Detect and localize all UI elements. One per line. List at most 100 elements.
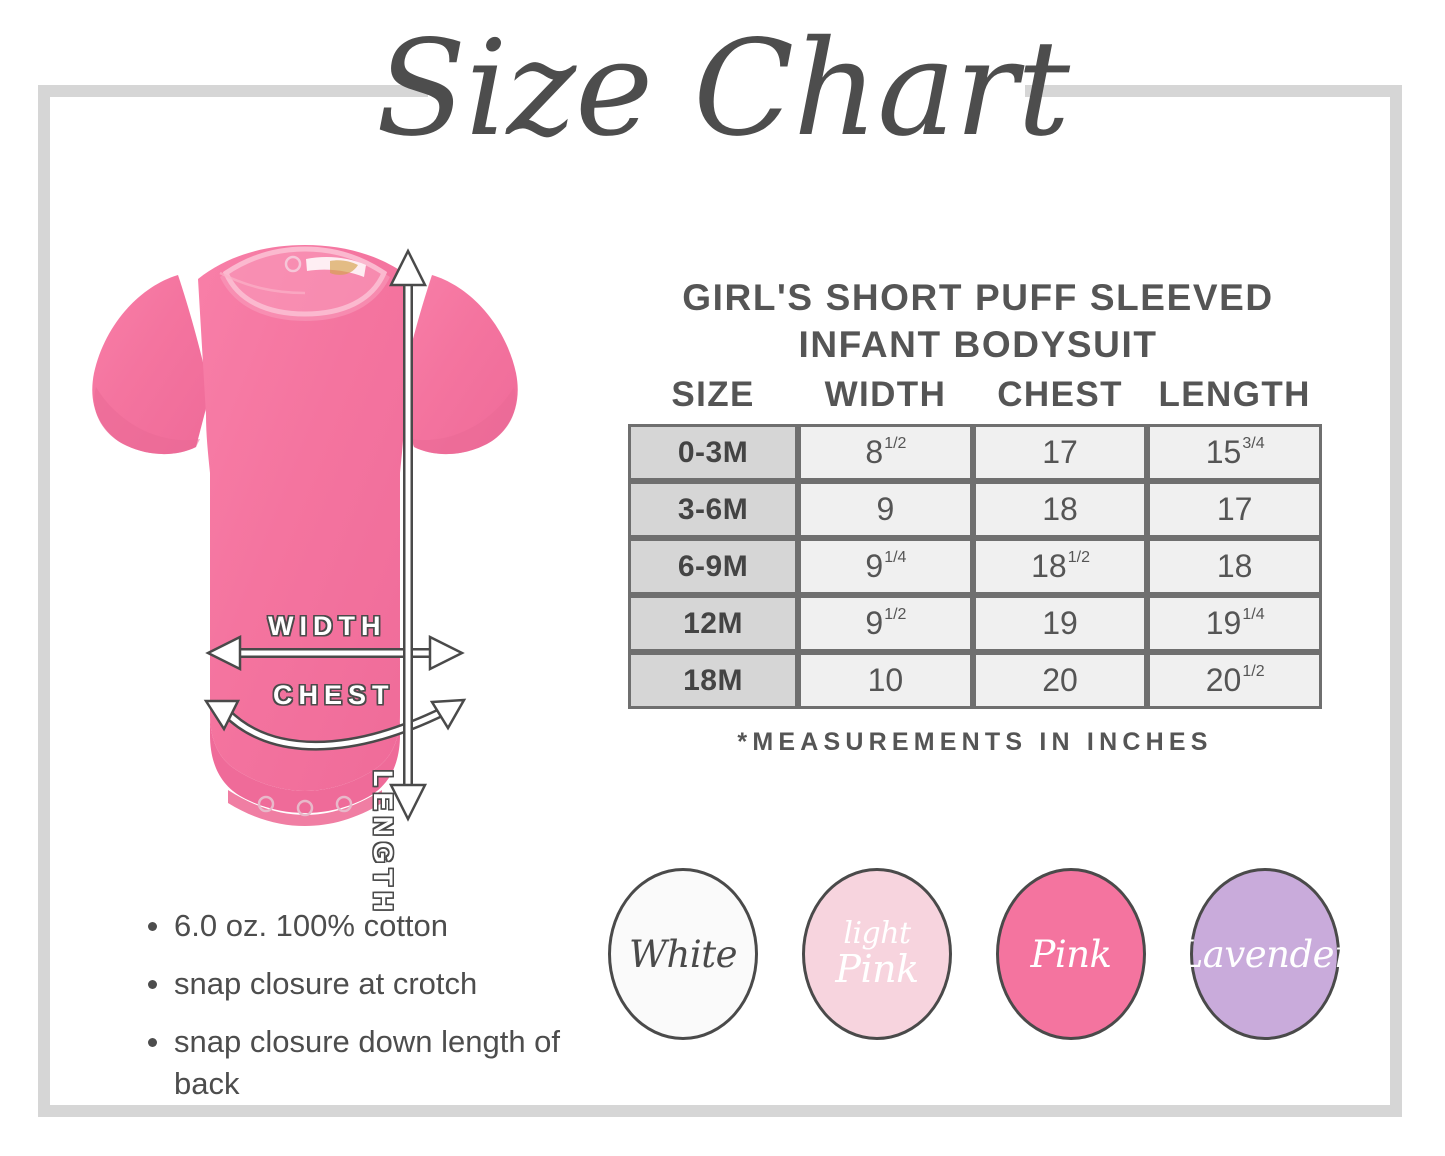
color-swatch-label-line-1: light: [843, 916, 911, 952]
table-row: 6-9M 91/4 181/2 18: [628, 538, 1322, 595]
column-header-chest: CHEST: [997, 375, 1123, 414]
value-fraction: 1/4: [1242, 606, 1265, 624]
value-whole: 10: [867, 662, 904, 698]
column-header-width: WIDTH: [824, 375, 947, 414]
value-whole: 9: [876, 491, 895, 527]
table-row: 12M 91/2 19 191/4: [628, 595, 1322, 652]
color-swatch-row: White light Pink Pink Lavender: [608, 868, 1378, 1048]
cell-length: 201/2: [1147, 652, 1322, 709]
cell-size: 18M: [628, 652, 799, 709]
color-swatch-label: light Pink: [835, 916, 919, 991]
right-sleeve-cuff: [410, 387, 516, 455]
color-swatch-label: White: [629, 932, 737, 976]
crotch-binding: [228, 790, 382, 826]
color-swatch-lavender[interactable]: Lavender: [1179, 868, 1352, 1040]
color-swatch-pink[interactable]: Pink: [996, 868, 1146, 1040]
chest-measurement-label: CHEST: [273, 680, 395, 710]
list-item: snap closure down length of back: [148, 1021, 568, 1105]
value-fraction: 1/2: [1242, 663, 1265, 681]
table-header-row: SIZE WIDTH CHEST LENGTH: [628, 375, 1322, 424]
table-row: 0-3M 81/2 17 153/4: [628, 424, 1322, 481]
cell-width: 91/4: [798, 538, 973, 595]
collar-ribbing: [222, 246, 388, 317]
value-whole: 17: [1216, 491, 1253, 527]
cell-chest: 181/2: [972, 538, 1148, 595]
color-swatch-white[interactable]: White: [608, 868, 758, 1040]
crotch-panel: [210, 715, 400, 813]
cell-size: 0-3M: [628, 424, 799, 481]
value-fraction: 1/4: [884, 549, 907, 567]
cell-width: 9: [798, 481, 973, 538]
column-header-size: SIZE: [671, 375, 755, 414]
product-title-line-2: INFANT BODYSUIT: [798, 324, 1158, 366]
cell-width: 91/2: [798, 595, 973, 652]
cell-size: 3-6M: [628, 481, 799, 538]
value-whole: 20: [1205, 662, 1242, 698]
frame-top-right-segment: [1025, 85, 1402, 97]
color-swatch-label-line-2: Pink: [835, 946, 919, 991]
value-fraction: 3/4: [1242, 435, 1265, 453]
value-whole: 18: [1042, 491, 1078, 527]
collar-stitch: [219, 271, 306, 295]
size-table: SIZE WIDTH CHEST LENGTH 0-3M 81/2 17 153…: [628, 375, 1322, 709]
list-item-label: snap closure at crotch: [174, 966, 478, 1002]
cell-length: 18: [1147, 538, 1322, 595]
color-swatch-label: Lavender: [1178, 932, 1352, 976]
value-whole: 19: [1205, 605, 1242, 641]
product-title-block: GIRL'S SHORT PUFF SLEEVED INFANT BODYSUI…: [628, 274, 1328, 369]
value-fraction: 1/2: [1067, 549, 1090, 567]
value-fraction: 1/2: [884, 435, 907, 453]
cell-chest: 20: [972, 652, 1148, 709]
size-table-container: SIZE WIDTH CHEST LENGTH 0-3M 81/2 17 153…: [628, 375, 1322, 709]
value-whole: 8: [865, 434, 884, 470]
color-swatch-label: Pink: [1030, 932, 1112, 976]
product-title-line-1: GIRL'S SHORT PUFF SLEEVED: [682, 277, 1274, 318]
value-whole: 19: [1042, 605, 1078, 641]
value-whole: 20: [1042, 662, 1078, 698]
size-table-head: SIZE WIDTH CHEST LENGTH: [628, 375, 1322, 424]
list-item-label: 6.0 oz. 100% cotton: [174, 908, 449, 943]
value-whole: 9: [865, 548, 884, 584]
feature-list: 6.0 oz. 100% cotton snap closure at crot…: [148, 905, 568, 1122]
page-title: Size Chart: [375, 12, 1070, 166]
cell-chest: 19: [972, 595, 1148, 652]
list-item-label: snap closure down length of back: [174, 1024, 561, 1102]
value-fraction: 1/2: [884, 606, 907, 624]
measurement-units-footnote: *MEASUREMENTS IN INCHES: [737, 728, 1213, 756]
length-arrow: [388, 248, 428, 822]
left-sleeve-cuff: [94, 387, 200, 455]
bodysuit-svg: [92, 245, 518, 826]
brand-tag: [330, 260, 358, 275]
value-whole: 9: [865, 605, 884, 641]
value-whole: 18: [1031, 548, 1067, 584]
shoulder-snap: [284, 255, 302, 273]
garment-illustration: WIDTH CHEST LENGTH: [60, 215, 560, 917]
cell-width: 10: [798, 652, 973, 709]
bullet-dot-icon: [148, 980, 157, 990]
value-whole: 17: [1042, 434, 1078, 470]
frame-left-border: [38, 85, 50, 1117]
list-item: snap closure at crotch: [148, 963, 568, 1005]
left-sleeve: [92, 275, 210, 455]
cell-length: 17: [1147, 481, 1322, 538]
cell-chest: 18: [972, 481, 1148, 538]
cell-width: 81/2: [798, 424, 973, 481]
bullet-dot-icon: [148, 1038, 157, 1048]
cell-length: 153/4: [1147, 424, 1322, 481]
table-row: 3-6M 9 18 17: [628, 481, 1322, 538]
length-measurement-label: LENGTH: [368, 770, 398, 917]
right-sleeve: [400, 275, 518, 455]
crotch-snap-1: [257, 795, 275, 813]
crotch-snap-3: [335, 795, 353, 813]
cell-chest: 17: [972, 424, 1148, 481]
list-item: 6.0 oz. 100% cotton: [148, 905, 568, 947]
size-table-body: 0-3M 81/2 17 153/4 3-6M 9 18 17 6-9M 91/…: [628, 424, 1322, 709]
cell-size: 6-9M: [628, 538, 799, 595]
frame-bottom-border: [38, 1105, 1402, 1117]
column-header-length: LENGTH: [1158, 375, 1311, 414]
color-swatch-light-pink[interactable]: light Pink: [802, 868, 952, 1040]
table-row: 18M 10 20 201/2: [628, 652, 1322, 709]
value-whole: 15: [1205, 434, 1242, 470]
cell-size: 12M: [628, 595, 799, 652]
